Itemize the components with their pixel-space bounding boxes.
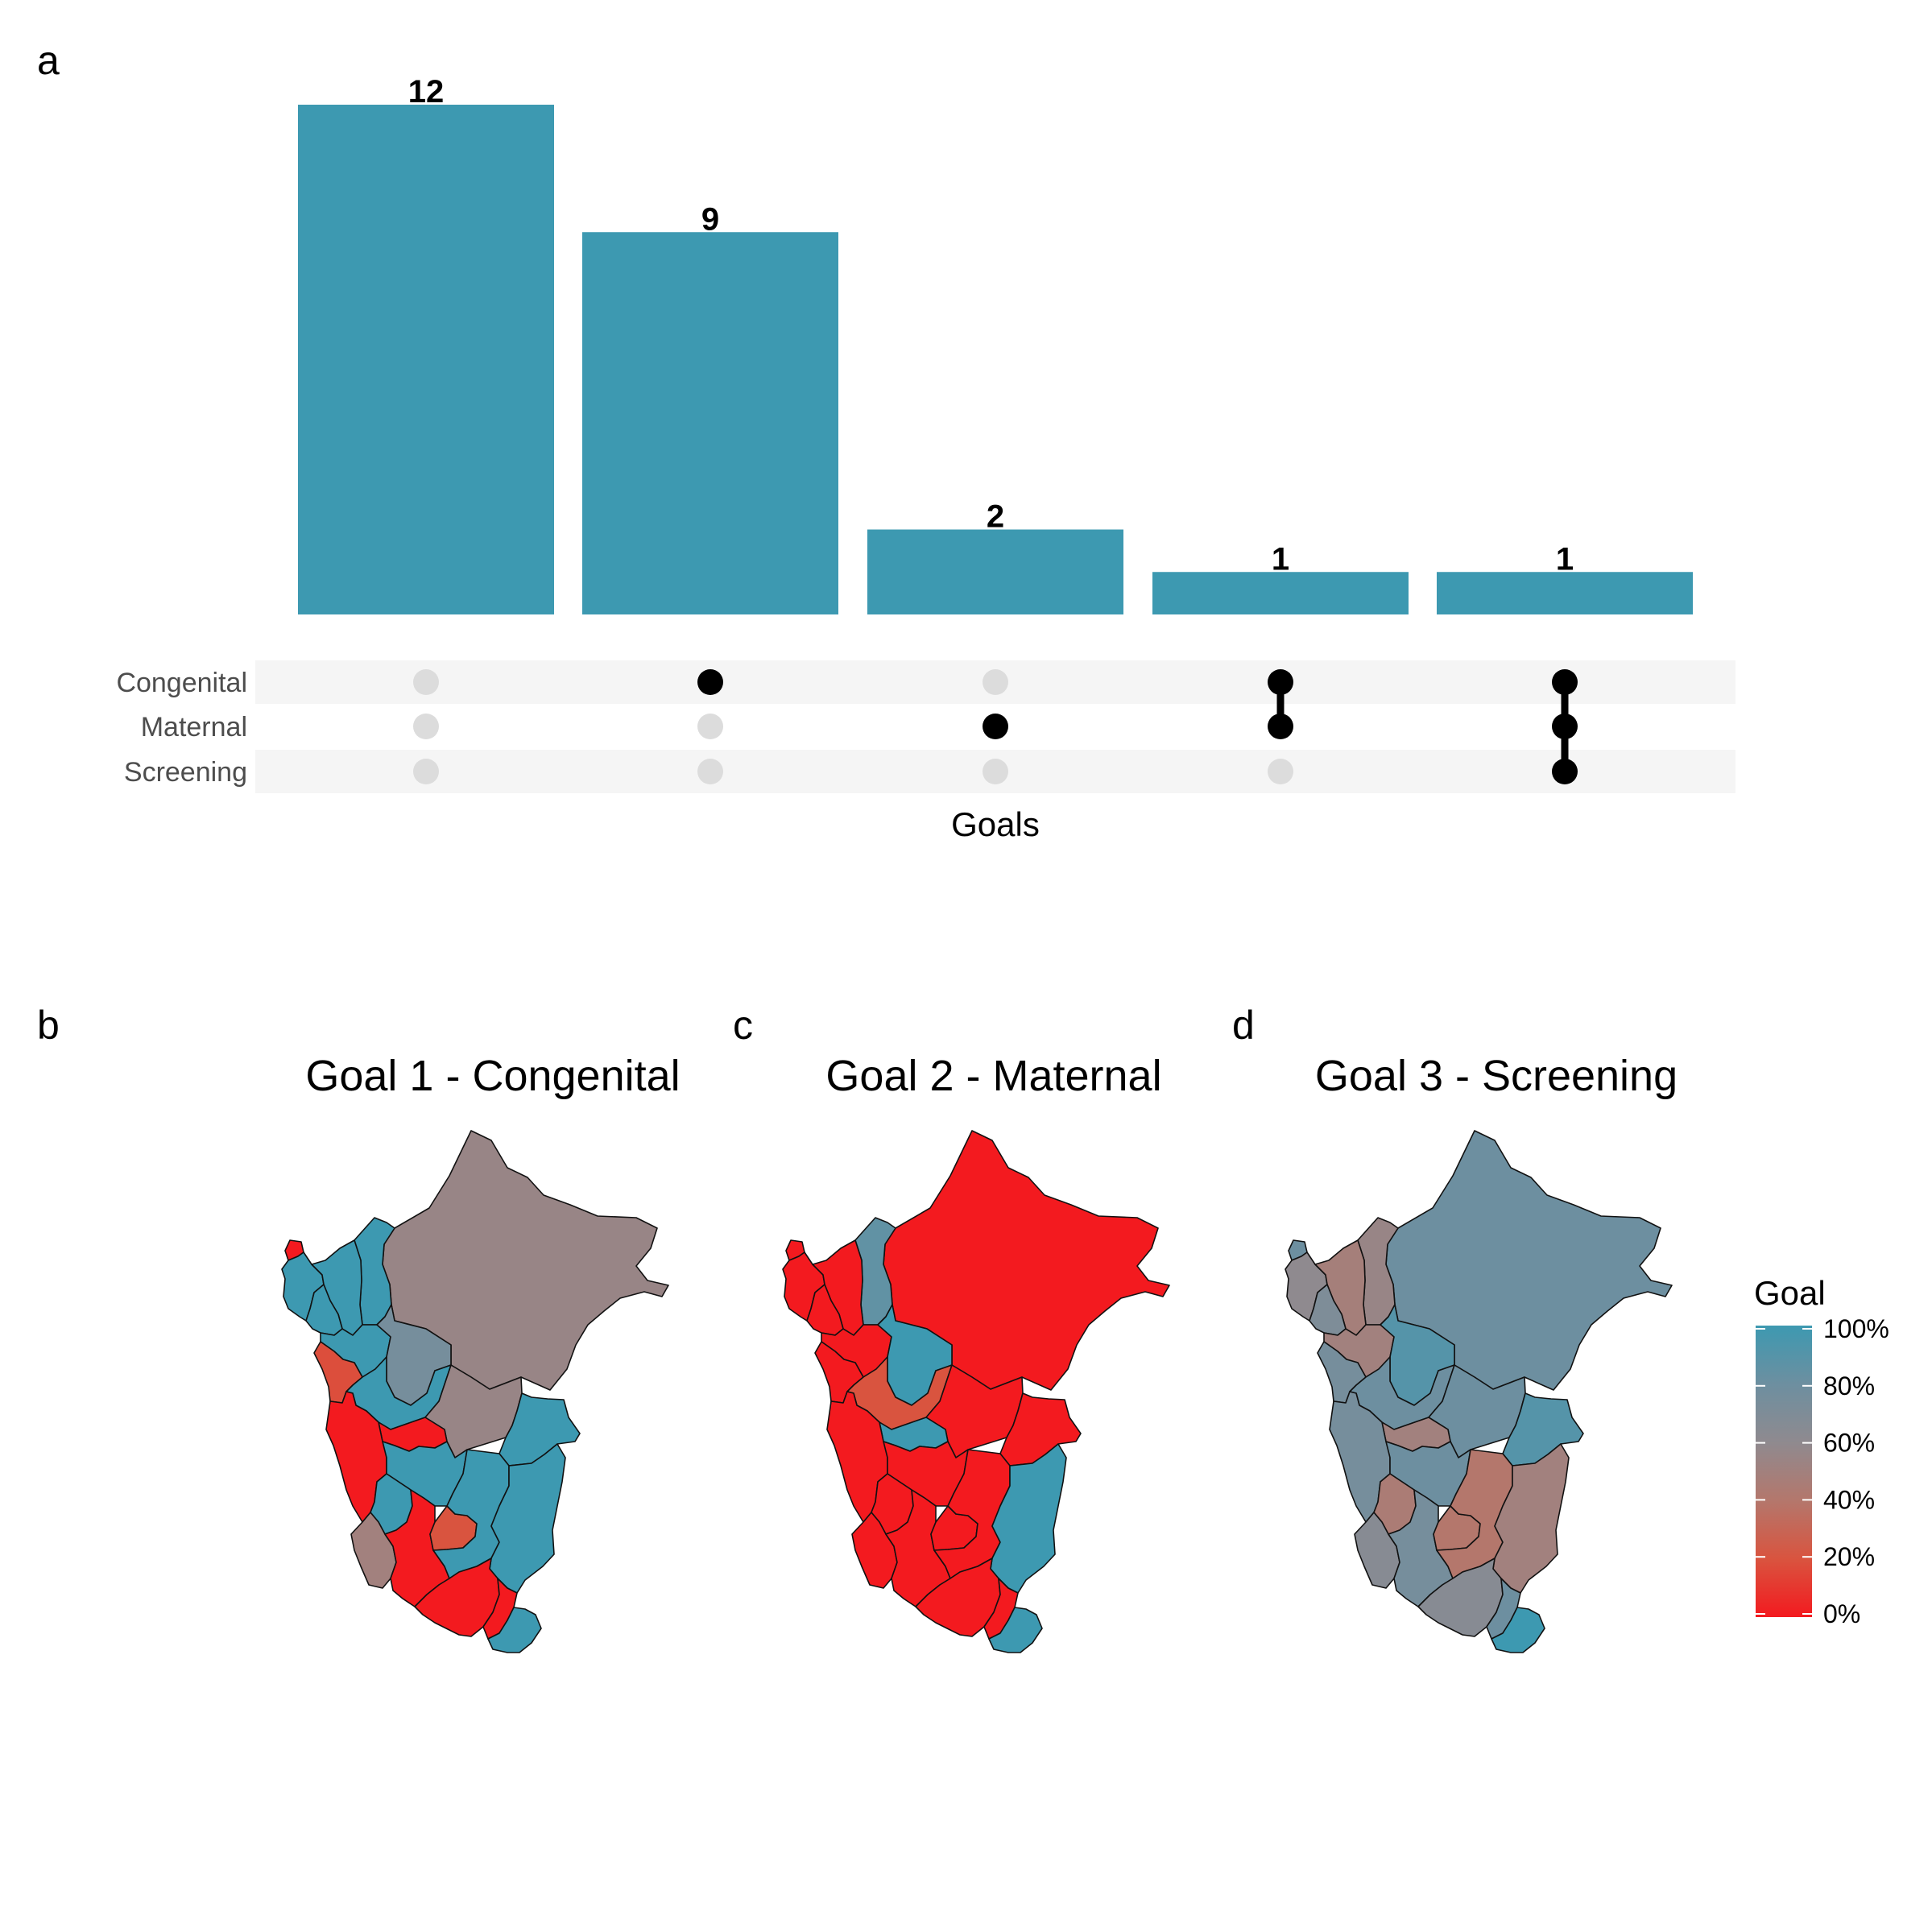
- choropleth-map-goal-2: [782, 1130, 1170, 1653]
- matrix-dot-5-screening: [1552, 759, 1578, 784]
- bar-value-label-1: 12: [408, 74, 445, 110]
- matrix-dot-2-congenital: [697, 669, 723, 695]
- set-label-screening: Screening: [124, 757, 247, 788]
- x-axis-title: Goals: [951, 805, 1040, 843]
- legend-tick-label-0: 100%: [1823, 1314, 1889, 1343]
- matrix-dot-1-maternal: [413, 714, 439, 739]
- region-lambayeque-goal-2: [806, 1284, 844, 1336]
- color-legend: Goal 100% 80% 60% 40% 20% 0%: [1754, 1274, 1889, 1628]
- panel-label-c: c: [733, 1003, 753, 1048]
- bar-1: [298, 105, 554, 614]
- legend-tick-group: 100% 80% 60% 40% 20% 0%: [1756, 1314, 1889, 1628]
- matrix-dot-5-maternal: [1552, 714, 1578, 739]
- map-title-goal-3: Goal 3 - Screening: [1315, 1052, 1678, 1100]
- set-label-group: Congenital Maternal Screening: [116, 668, 247, 788]
- matrix-dot-4-screening: [1268, 759, 1293, 784]
- panel-label-a: a: [37, 38, 60, 83]
- matrix-dot-1-screening: [413, 759, 439, 784]
- matrix-dot-4-congenital: [1268, 669, 1293, 695]
- matrix-dot-3-congenital: [983, 669, 1008, 695]
- matrix-dot-3-screening: [983, 759, 1008, 784]
- bar-value-label-2: 9: [701, 201, 719, 237]
- region-lambayeque-goal-3: [1309, 1284, 1347, 1336]
- legend-title: Goal: [1754, 1274, 1826, 1312]
- bar-5: [1437, 572, 1693, 614]
- region-tacna-goal-1: [487, 1607, 542, 1653]
- legend-tick-label-3: 40%: [1823, 1485, 1875, 1514]
- region-tacna-goal-2: [988, 1607, 1043, 1653]
- map-title-goal-2: Goal 2 - Maternal: [825, 1052, 1161, 1100]
- legend-tick-label-5: 0%: [1823, 1599, 1860, 1628]
- legend-colorbar: [1756, 1326, 1812, 1617]
- matrix-dot-4-maternal: [1268, 714, 1293, 739]
- panel-label-d: d: [1232, 1003, 1255, 1048]
- bar-value-label-4: 1: [1272, 541, 1289, 577]
- matrix-dot-group: [413, 669, 1578, 784]
- map-title-goal-1: Goal 1 - Congenital: [305, 1052, 680, 1100]
- upset-chart: 12 9 2 1 1 Congenital Maternal Screening Goals: [116, 74, 1735, 843]
- bar-value-label-5: 1: [1556, 541, 1574, 577]
- bar-value-label-3: 2: [987, 499, 1004, 535]
- matrix-dot-3-maternal: [983, 714, 1008, 739]
- matrix-dot-2-maternal: [697, 714, 723, 739]
- region-puno-goal-3: [1492, 1443, 1570, 1594]
- bar-3: [867, 529, 1123, 614]
- legend-tick-label-1: 80%: [1823, 1371, 1875, 1400]
- choropleth-map-goal-1: [281, 1130, 669, 1653]
- region-lambayeque-goal-1: [305, 1284, 343, 1336]
- matrix-dot-1-congenital: [413, 669, 439, 695]
- panel-label-b: b: [37, 1003, 60, 1048]
- matrix-dot-5-congenital: [1552, 669, 1578, 695]
- region-puno-goal-1: [489, 1443, 566, 1594]
- legend-tick-label-2: 60%: [1823, 1429, 1875, 1458]
- legend-tick-label-4: 20%: [1823, 1542, 1875, 1571]
- matrix-dot-2-screening: [697, 759, 723, 784]
- set-label-maternal: Maternal: [141, 712, 247, 743]
- region-tacna-goal-3: [1491, 1607, 1545, 1653]
- region-puno-goal-2: [990, 1443, 1067, 1594]
- choropleth-map-goal-3: [1285, 1130, 1673, 1653]
- bar-group: [298, 105, 1693, 614]
- bar-2: [582, 232, 838, 614]
- bar-4: [1152, 572, 1409, 614]
- bar-label-group: 12 9 2 1 1: [408, 74, 1574, 577]
- set-label-congenital: Congenital: [116, 668, 247, 698]
